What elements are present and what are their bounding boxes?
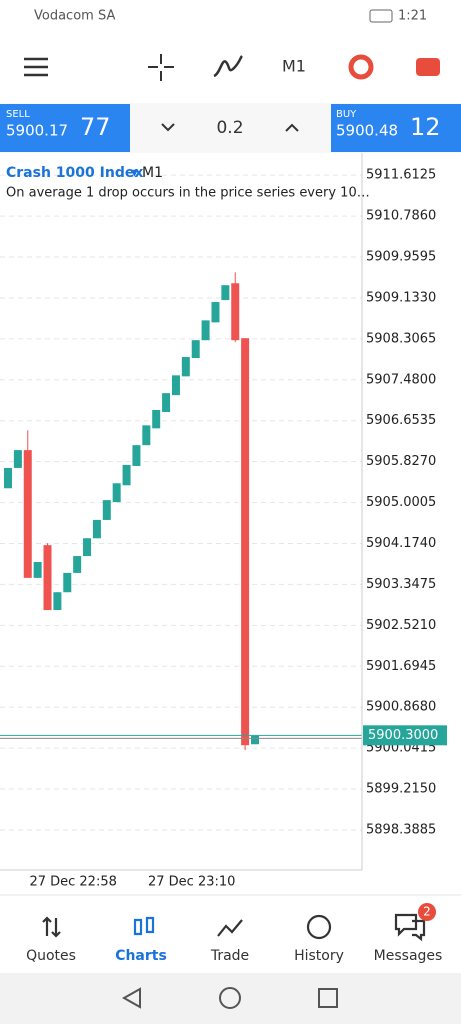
- candle-body: [43, 545, 52, 611]
- toolbar: [24, 54, 243, 81]
- trade-icon[interactable]: [416, 58, 440, 76]
- status-bar: [0, 0, 461, 32]
- nav-charts[interactable]: Charts: [115, 948, 167, 964]
- crosshair-icon[interactable]: [148, 54, 174, 81]
- chart-subtitle: On average 1 drop occurs in the price se…: [6, 186, 370, 201]
- y-tick-label: 5909.9595: [366, 250, 436, 265]
- candle-body: [102, 500, 111, 520]
- candle-body: [53, 592, 62, 611]
- candle-body: [191, 340, 200, 359]
- y-tick-label: 5911.6125: [366, 168, 436, 183]
- symbol[interactable]: Crash 1000 Index: [6, 165, 143, 181]
- y-tick-label: 5905.8270: [366, 454, 436, 469]
- candle-body: [241, 338, 250, 746]
- sell-price-big: 77: [80, 113, 111, 141]
- recents-button[interactable]: [318, 988, 338, 1008]
- nav-trade[interactable]: Trade: [210, 948, 249, 964]
- chart-timeframe: M1: [142, 165, 163, 181]
- current-price-tag: [363, 725, 447, 746]
- quotes-icon[interactable]: [42, 916, 61, 938]
- messages-icon[interactable]: [394, 913, 426, 942]
- candle-body: [73, 556, 82, 573]
- candle-body: [251, 735, 259, 745]
- sell-button[interactable]: [0, 104, 130, 152]
- carrier: Vodacom SA: [34, 9, 115, 24]
- system-nav: [0, 973, 461, 1024]
- charts-icon[interactable]: [133, 916, 155, 936]
- battery: [369, 9, 393, 23]
- history-icon[interactable]: [306, 914, 332, 940]
- trade-nav-icon[interactable]: [217, 919, 243, 937]
- oneclick-icon[interactable]: [348, 54, 374, 80]
- timeframe-button[interactable]: M1: [282, 57, 306, 76]
- candle-body: [211, 302, 220, 323]
- buy-price: 5900.48: [336, 122, 398, 140]
- buy-label: BUY: [336, 109, 357, 120]
- candle-body: [112, 483, 121, 503]
- badge: [418, 903, 436, 921]
- y-tick-label: 5907.4800: [366, 372, 436, 387]
- y-tick-label: 5899.2150: [366, 782, 436, 797]
- candle-body: [23, 450, 32, 578]
- bottom-nav: [0, 895, 461, 973]
- sell-label: SELL: [6, 109, 30, 120]
- y-tick-label: 5901.6945: [366, 659, 436, 674]
- y-tick-label: 5910.7860: [366, 209, 436, 224]
- candle-body: [132, 445, 141, 466]
- symbol-caret: ▼: [131, 169, 138, 179]
- buy-price-big: 12: [410, 113, 441, 141]
- y-tick-label: 5904.1740: [366, 536, 436, 551]
- back-button[interactable]: [121, 987, 141, 1009]
- y-tick-label: 5902.5210: [366, 618, 436, 633]
- nav-quotes[interactable]: Quotes: [26, 948, 76, 964]
- volume-arrows[interactable]: [161, 123, 299, 132]
- candle-body: [33, 562, 42, 578]
- y-tick-label: 5906.6535: [366, 413, 436, 428]
- y-tick-label: 5898.3885: [366, 822, 436, 837]
- candle-body: [171, 375, 180, 396]
- volume[interactable]: 0.2: [216, 118, 243, 138]
- candle-body: [63, 572, 72, 593]
- candle-body: [181, 357, 190, 377]
- candle-body: [4, 467, 12, 489]
- x-tick-label: 27 Dec 22:58: [29, 875, 116, 890]
- nav-history[interactable]: History: [294, 948, 344, 964]
- badge-count: 2: [423, 905, 431, 919]
- candle-body: [231, 283, 240, 341]
- candle-body: [162, 393, 171, 412]
- y-tick-label: 5905.0005: [366, 495, 436, 510]
- y-tick-label: 5908.3065: [366, 331, 436, 346]
- candle-body: [221, 285, 230, 301]
- current-price-label: 5900.3000: [368, 728, 438, 743]
- candle-body: [13, 450, 22, 468]
- y-tick-label: 5903.3475: [366, 577, 436, 592]
- nav-icons: [42, 913, 426, 942]
- indicator-icon[interactable]: [213, 55, 243, 78]
- y-tick-label: 5909.1330: [366, 290, 436, 305]
- candle-body: [122, 464, 131, 486]
- y-tick-label: 5900.8680: [366, 700, 436, 715]
- candle-body: [92, 519, 101, 539]
- buy-button[interactable]: [331, 104, 461, 152]
- clock: 1:21: [398, 9, 427, 24]
- candle-body: [142, 425, 151, 446]
- home-button[interactable]: [219, 987, 241, 1009]
- x-tick-label: 27 Dec 23:10: [148, 875, 235, 890]
- menu-icon[interactable]: [24, 57, 48, 77]
- nav-messages[interactable]: Messages: [374, 948, 443, 964]
- candle-body: [201, 320, 210, 341]
- candle-body: [152, 410, 161, 429]
- sell-price: 5900.17: [6, 122, 68, 140]
- chart: 5911.6125 5910.7860 5909.9595 5909.1330 5908…: [0, 168, 447, 890]
- candle-body: [83, 538, 92, 557]
